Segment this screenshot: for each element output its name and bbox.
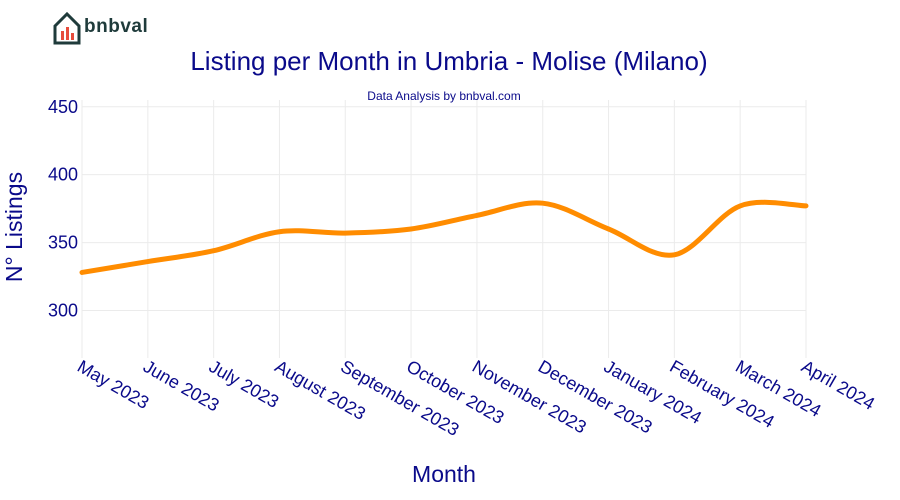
chart-subtitle: Data Analysis by bnbval.com [367, 89, 520, 103]
x-tick-label: November 2023 [469, 356, 590, 437]
y-tick-label: 450 [48, 97, 78, 117]
x-axis-title: Month [412, 461, 476, 487]
y-tick-label: 400 [48, 165, 78, 185]
brand-logo: bnbval [52, 11, 172, 47]
x-tick-label: December 2023 [535, 356, 656, 437]
chart-title: Listing per Month in Umbria - Molise (Mi… [190, 46, 707, 76]
house-logo-icon [53, 11, 81, 45]
brand-name: bnbval [84, 16, 149, 37]
y-tick-label: 350 [48, 233, 78, 253]
y-axis-title: N° Listings [1, 172, 27, 282]
series-line [79, 199, 809, 275]
x-tick-label: May 2023 [74, 356, 152, 413]
y-tick-label: 300 [48, 300, 78, 320]
x-tick-label: September 2023 [337, 356, 462, 440]
